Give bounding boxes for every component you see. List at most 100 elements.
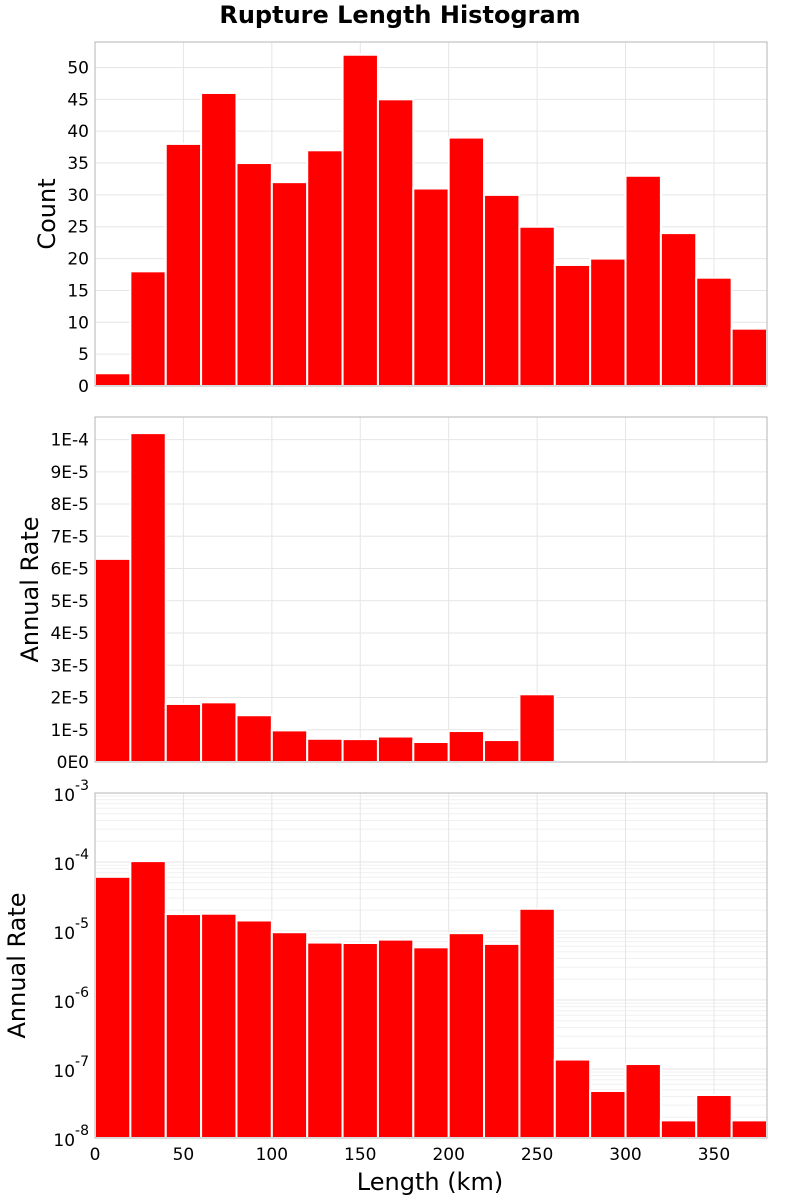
y-tick-label: 9E-5	[50, 463, 89, 483]
y-tick-label: 2E-5	[50, 689, 89, 709]
y-tick-label: 10	[67, 313, 89, 333]
histogram-bar: 230 km: 30	[483, 193, 521, 387]
histogram-bar: 250 km: 0.000021	[518, 693, 556, 764]
y-tick-label: 1E-5	[50, 721, 89, 741]
y-tick-label: 6E-5	[50, 560, 89, 580]
histogram-bar: 270 km: 19	[553, 263, 592, 387]
y-tick-label: 50	[67, 58, 89, 78]
histogram-bar: 350 km: 17	[695, 276, 733, 387]
histogram-bar: 250 km: 0.000021	[518, 907, 556, 1139]
histogram-bar: 370 km: 1.8e-8	[730, 1119, 769, 1140]
histogram-bar: 150 km: 0.0000071	[341, 738, 379, 764]
y-tick-label: 35	[67, 154, 89, 174]
histogram-bar: 110 km: 32	[270, 181, 309, 387]
histogram-bar: 30 km: 18	[129, 270, 167, 388]
histogram-bar: 350 km: 4.2e-8	[695, 1093, 733, 1140]
y-tick-label: 7E-5	[50, 527, 89, 547]
y-tick-label: 0E0	[57, 753, 89, 773]
histogram-bar: 130 km: 37	[306, 149, 344, 387]
histogram-bar: 90 km: 0.0000145	[235, 714, 273, 764]
panel-3: 10 km: 0.00006130 km: 0.00010350 km: 0.0…	[3, 778, 769, 1165]
y-axis-label: Count	[33, 178, 61, 249]
y-tick-label: 10-5	[53, 916, 89, 944]
y-tick-label: 20	[67, 250, 89, 270]
histogram-bar: 310 km: 1.18e-7	[624, 1063, 662, 1140]
y-tick-label: 4E-5	[50, 624, 89, 644]
histogram-bar: 290 km: 4.8e-8	[589, 1089, 627, 1140]
histogram-bar: 90 km: 35	[235, 162, 273, 387]
plot-frame	[94, 41, 768, 387]
y-tick-label: 5E-5	[50, 592, 89, 612]
x-tick-label: 0	[90, 1145, 101, 1165]
y-tick-label: 10-7	[53, 1054, 89, 1082]
histogram-bar: 50 km: 38	[164, 142, 203, 387]
y-tick-label: 10-6	[53, 985, 89, 1013]
histogram-bar: 270 km: 1.37e-7	[553, 1058, 592, 1139]
x-tick-label: 150	[344, 1145, 376, 1165]
x-tick-label: 300	[609, 1145, 641, 1165]
x-tick-label: 100	[256, 1145, 288, 1165]
x-tick-label: 50	[173, 1145, 195, 1165]
histogram-bar: 150 km: 0.0000067	[341, 942, 379, 1140]
y-tick-label: 5	[78, 345, 89, 365]
histogram-bar: 330 km: 24	[659, 232, 698, 387]
histogram-bar: 110 km: 0.0000098	[270, 729, 309, 763]
histogram-bar: 310 km: 33	[624, 174, 662, 387]
histogram-bar: 70 km: 0.0000178	[200, 912, 238, 1139]
histogram-bar: 110 km: 0.0000096	[270, 931, 309, 1139]
plot-frame	[94, 416, 768, 763]
histogram-bar: 10 km: 0.000063	[94, 557, 132, 763]
y-tick-label: 25	[67, 218, 89, 238]
histogram-bar: 50 km: 0.000018	[164, 702, 203, 764]
histogram-bar: 70 km: 0.0000185	[200, 701, 238, 763]
histogram-bar: 170 km: 0.0000075	[376, 938, 415, 1140]
y-tick-label: 40	[67, 122, 89, 142]
histogram-bar: 190 km: 0.0000058	[412, 946, 450, 1140]
histogram-bar: 190 km: 31	[412, 187, 450, 387]
y-tick-label: 10-4	[53, 847, 89, 875]
x-tick-label: 250	[521, 1145, 553, 1165]
histogram-bar: 210 km: 0.0000093	[447, 932, 486, 1139]
y-tick-label: 10-8	[53, 1123, 89, 1151]
histogram-bar: 290 km: 20	[589, 257, 627, 387]
histogram-bar: 10 km: 0.000061	[94, 875, 132, 1139]
histogram-bar: 190 km: 0.0000062	[412, 741, 450, 763]
y-tick-label: 8E-5	[50, 495, 89, 515]
y-tick-label: 15	[67, 281, 89, 301]
plot-frame	[94, 792, 768, 1139]
x-axis-label: Length (km)	[357, 1168, 503, 1196]
y-tick-label: 45	[67, 90, 89, 110]
y-tick-label: 10-3	[53, 778, 89, 806]
chart-title: Rupture Length Histogram	[219, 1, 580, 29]
y-tick-label: 30	[67, 186, 89, 206]
histogram-bar: 90 km: 0.0000142	[235, 919, 273, 1140]
y-axis-label: Annual Rate	[3, 892, 31, 1038]
histogram-bar: 250 km: 25	[518, 225, 556, 387]
histogram-bar: 230 km: 0.0000065	[483, 942, 521, 1140]
histogram-bar: 150 km: 52	[341, 53, 379, 387]
histogram-bar: 170 km: 45	[376, 98, 415, 387]
histogram-bar: 130 km: 0.0000068	[306, 941, 344, 1139]
panel-2: 10 km: 0.00006330 km: 0.00010250 km: 0.0…	[16, 416, 769, 773]
y-tick-label: 3E-5	[50, 656, 89, 676]
histogram-bar: 230 km: 0.0000068	[483, 739, 521, 764]
y-tick-label: 0	[78, 377, 89, 397]
y-axis-label: Annual Rate	[16, 516, 44, 662]
histogram-bar: 330 km: 1.8e-8	[659, 1119, 698, 1140]
histogram-bar: 50 km: 0.0000176	[164, 913, 203, 1139]
x-tick-label: 350	[698, 1145, 730, 1165]
panel-1: 10 km: 230 km: 1850 km: 3870 km: 4690 km…	[33, 41, 769, 397]
histogram-bar: 170 km: 0.0000079	[376, 735, 415, 763]
histogram-bar: 130 km: 0.0000072	[306, 737, 344, 763]
histogram-bar: 210 km: 0.0000096	[447, 730, 486, 764]
histogram-bar: 30 km: 0.000102	[129, 432, 167, 763]
y-tick-label: 1E-4	[50, 431, 89, 451]
x-tick-label: 200	[432, 1145, 464, 1165]
histogram-bar: 10 km: 2	[94, 372, 132, 387]
histogram-bar: 70 km: 46	[200, 91, 238, 388]
histogram-bar: 370 km: 9	[730, 327, 769, 387]
histogram-bar: 210 km: 39	[447, 136, 486, 387]
histogram-bar: 30 km: 0.000103	[129, 860, 167, 1140]
